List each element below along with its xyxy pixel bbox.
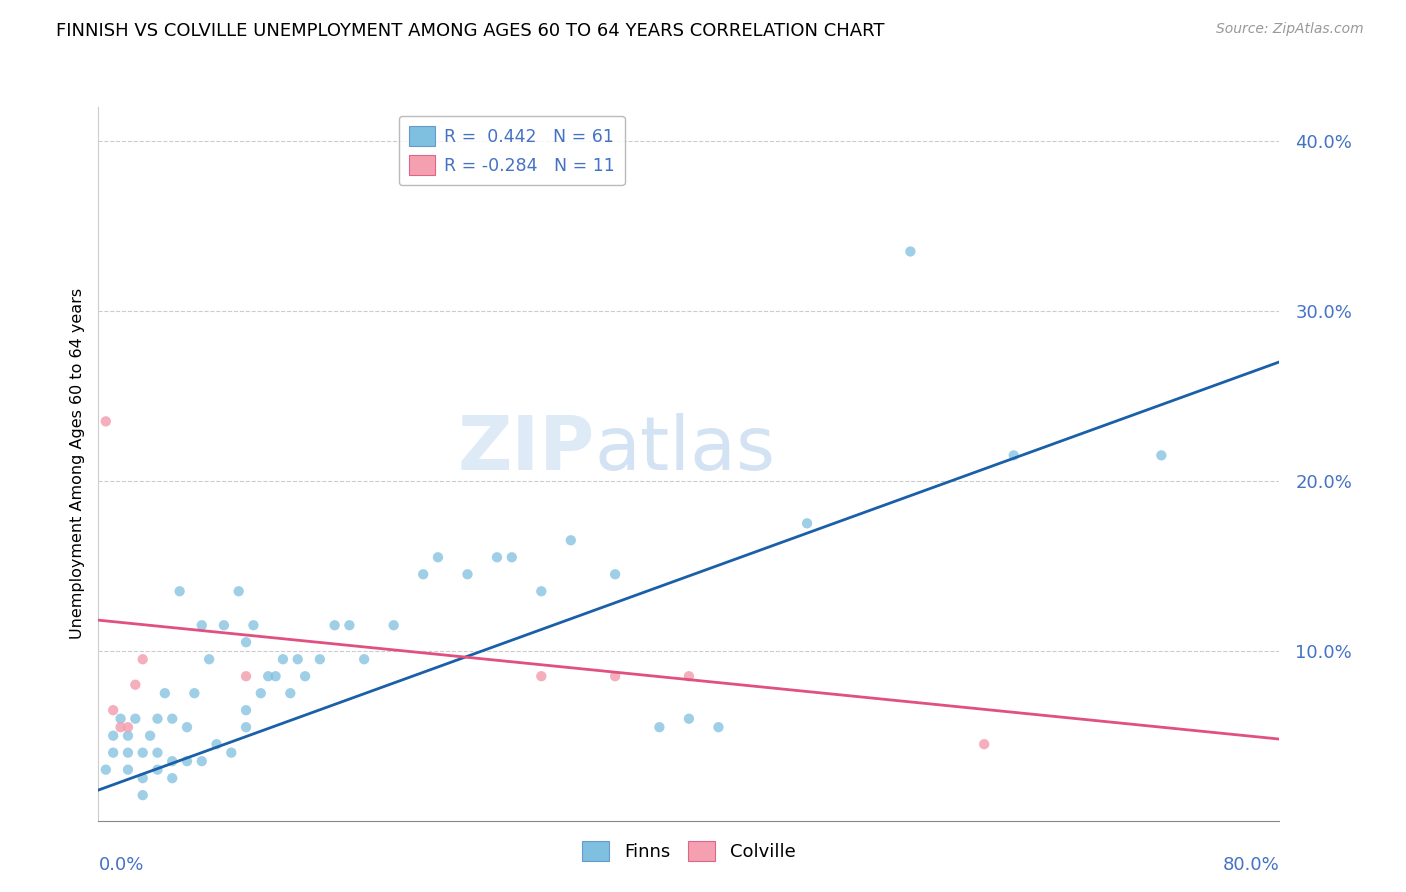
Point bbox=[162, 712, 183, 726]
Point bbox=[191, 618, 214, 632]
Point bbox=[1002, 448, 1025, 462]
Legend: Finns, Colville: Finns, Colville bbox=[575, 833, 803, 869]
Point bbox=[103, 729, 125, 743]
Point bbox=[796, 516, 818, 531]
Point bbox=[162, 754, 183, 768]
Point bbox=[103, 703, 125, 717]
Point bbox=[257, 669, 280, 683]
Point bbox=[337, 618, 360, 632]
Point bbox=[309, 652, 332, 666]
Point bbox=[427, 550, 450, 565]
Point bbox=[530, 584, 553, 599]
Point bbox=[605, 669, 627, 683]
Point bbox=[278, 686, 302, 700]
Point bbox=[456, 567, 478, 582]
Text: atlas: atlas bbox=[595, 413, 776, 486]
Point bbox=[183, 686, 205, 700]
Point bbox=[605, 567, 627, 582]
Point bbox=[132, 788, 155, 802]
Point bbox=[169, 584, 191, 599]
Point bbox=[117, 729, 139, 743]
Point bbox=[176, 754, 198, 768]
Point bbox=[103, 746, 125, 760]
Point bbox=[132, 746, 155, 760]
Point bbox=[250, 686, 273, 700]
Point bbox=[707, 720, 730, 734]
Point bbox=[678, 669, 700, 683]
Text: FINNISH VS COLVILLE UNEMPLOYMENT AMONG AGES 60 TO 64 YEARS CORRELATION CHART: FINNISH VS COLVILLE UNEMPLOYMENT AMONG A… bbox=[56, 22, 884, 40]
Point bbox=[271, 652, 294, 666]
Text: Source: ZipAtlas.com: Source: ZipAtlas.com bbox=[1216, 22, 1364, 37]
Point bbox=[153, 686, 176, 700]
Text: 80.0%: 80.0% bbox=[1223, 856, 1279, 874]
Point bbox=[219, 746, 242, 760]
Point bbox=[412, 567, 434, 582]
Y-axis label: Unemployment Among Ages 60 to 64 years: Unemployment Among Ages 60 to 64 years bbox=[69, 288, 84, 640]
Point bbox=[648, 720, 671, 734]
Point bbox=[198, 652, 221, 666]
Point bbox=[94, 414, 117, 428]
Point bbox=[146, 746, 169, 760]
Point bbox=[228, 584, 250, 599]
Point bbox=[205, 737, 228, 751]
Point bbox=[382, 618, 405, 632]
Point bbox=[501, 550, 523, 565]
Point bbox=[110, 720, 132, 734]
Point bbox=[124, 678, 146, 692]
Point bbox=[235, 669, 257, 683]
Point bbox=[294, 669, 316, 683]
Point bbox=[139, 729, 162, 743]
Point bbox=[162, 771, 183, 785]
Point bbox=[212, 618, 235, 632]
Point bbox=[94, 763, 117, 777]
Point bbox=[176, 720, 198, 734]
Point bbox=[973, 737, 995, 751]
Point bbox=[353, 652, 375, 666]
Point bbox=[678, 712, 700, 726]
Point bbox=[486, 550, 509, 565]
Point bbox=[117, 746, 139, 760]
Point bbox=[900, 244, 922, 259]
Point bbox=[560, 533, 582, 548]
Point bbox=[146, 763, 169, 777]
Point bbox=[191, 754, 214, 768]
Point bbox=[264, 669, 287, 683]
Text: 0.0%: 0.0% bbox=[98, 856, 143, 874]
Point bbox=[235, 635, 257, 649]
Point bbox=[132, 652, 155, 666]
Point bbox=[110, 712, 132, 726]
Point bbox=[124, 712, 146, 726]
Point bbox=[146, 712, 169, 726]
Point bbox=[323, 618, 346, 632]
Point bbox=[287, 652, 309, 666]
Point bbox=[235, 703, 257, 717]
Point bbox=[242, 618, 264, 632]
Point bbox=[235, 720, 257, 734]
Point bbox=[530, 669, 553, 683]
Point bbox=[117, 763, 139, 777]
Point bbox=[132, 771, 155, 785]
Point bbox=[117, 720, 139, 734]
Text: ZIP: ZIP bbox=[457, 413, 595, 486]
Point bbox=[1150, 448, 1173, 462]
